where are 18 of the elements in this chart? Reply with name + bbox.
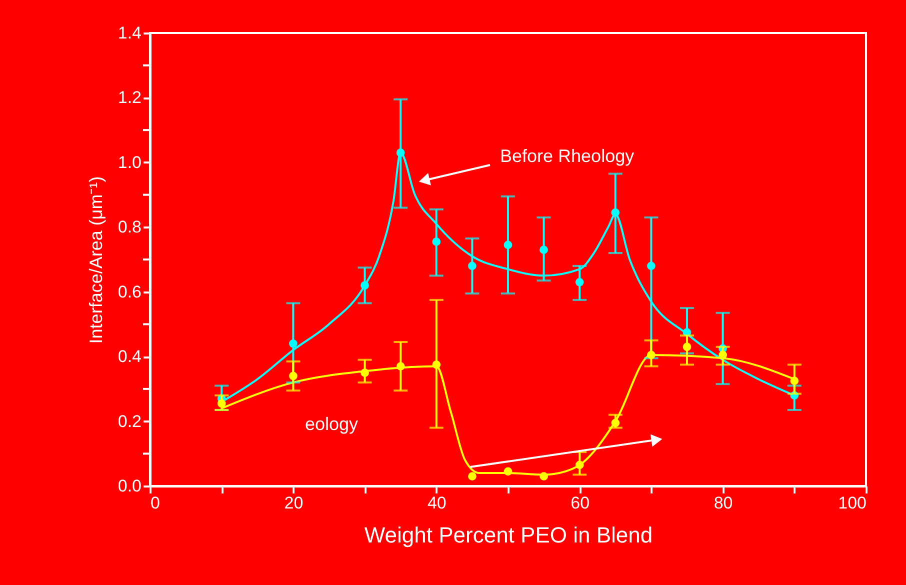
annotation: eology — [305, 414, 358, 434]
x-tick-label: 80 — [714, 494, 733, 512]
y-tick-label: 1.2 — [118, 88, 142, 108]
y-tick-label: 1.0 — [118, 152, 142, 172]
x-tick-label: 100 — [838, 494, 866, 512]
y-axis-title: Interface/Area (μm⁻¹) — [86, 176, 106, 344]
y-tick-label: 0.2 — [118, 412, 142, 431]
x-tick-label: 60 — [570, 494, 590, 512]
annotation: Before Rheology — [500, 146, 634, 166]
y-tick-label: 0.0 — [118, 476, 142, 496]
x-tick-label: 0 — [150, 494, 160, 512]
x-tick-label: 40 — [427, 494, 446, 512]
x-axis-title: Weight Percent PEO in Blend — [364, 522, 653, 548]
y-tick-label: 0.4 — [118, 347, 142, 366]
y-tick-label: 0.8 — [118, 218, 142, 237]
y-tick-label: 0.6 — [118, 282, 142, 302]
y-tick-label: 1.4 — [118, 24, 142, 42]
x-tick-label: 20 — [284, 494, 304, 512]
